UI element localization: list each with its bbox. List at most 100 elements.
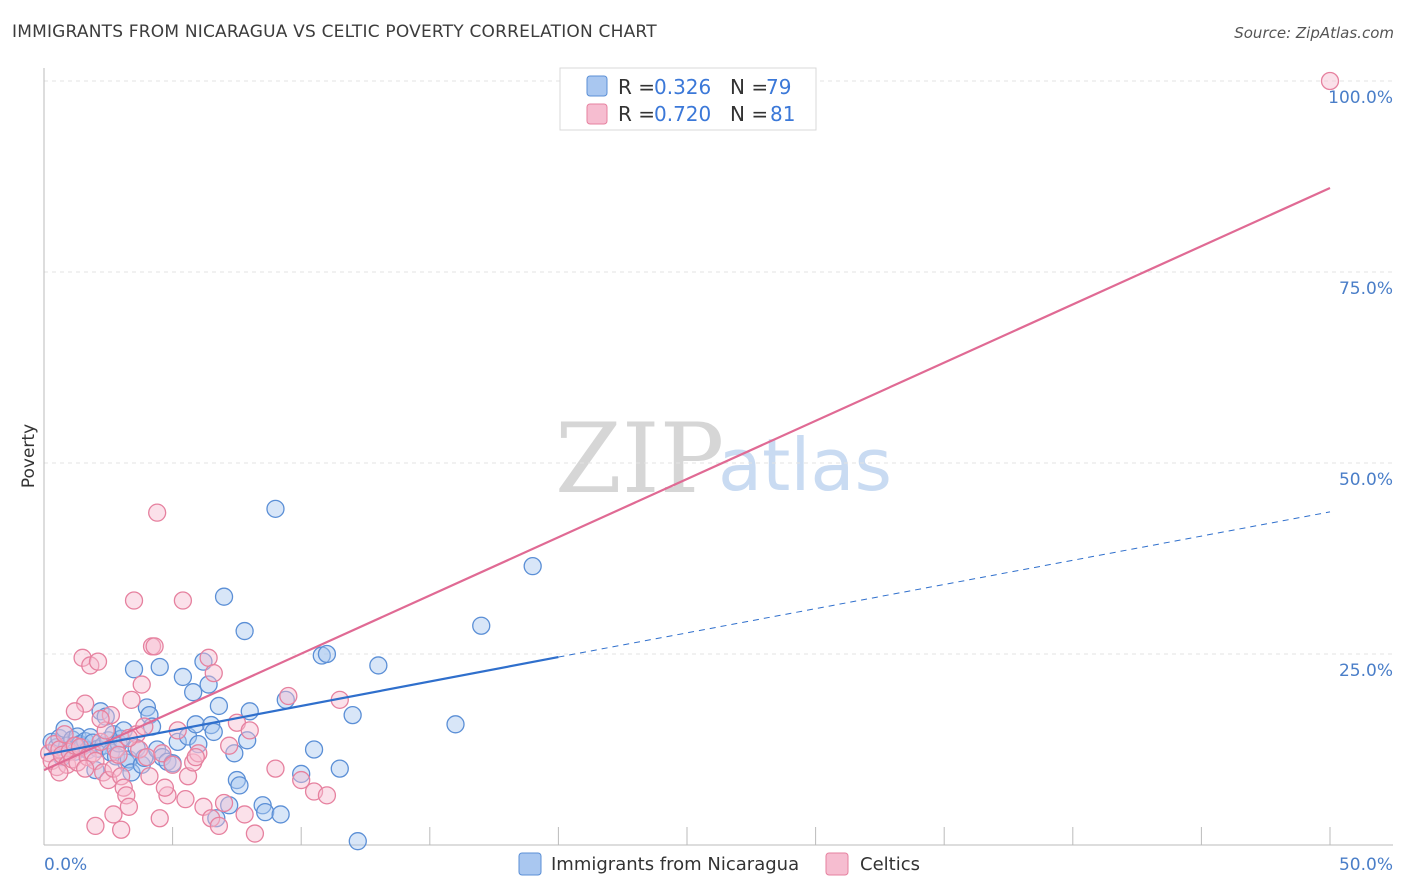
celtics-point-6 [55, 725, 74, 744]
bottom-legend-label-celtics: Celtics [860, 854, 920, 875]
celtics-point-31 [119, 797, 139, 816]
celtics-point-80 [1320, 71, 1340, 91]
nicaragua-point-67 [292, 764, 311, 784]
stats-legend: R = 0.326 N = 79 R = 0.720 N = 81 [559, 67, 817, 131]
celtics-point-62 [245, 824, 265, 843]
nicaragua-point-73 [348, 832, 367, 851]
bottom-legend-swatch-celtics [825, 852, 849, 876]
nicaragua-trend-line [43, 655, 559, 756]
celtics-point-50 [178, 767, 198, 786]
nicaragua-point-75 [446, 715, 465, 734]
y-tick-label-25: 25.0% [1339, 661, 1393, 681]
celtics-point-14 [76, 694, 95, 713]
nicaragua-point-30 [124, 660, 144, 679]
nicaragua-point-54 [214, 587, 234, 606]
celtics-point-35 [130, 740, 149, 759]
celtics-point-59 [220, 736, 239, 755]
nicaragua-point-64 [266, 499, 285, 518]
celtics-point-30 [117, 786, 136, 805]
celtics-point-79 [235, 805, 254, 824]
celtics-point-42 [148, 503, 167, 522]
celtics-point-78 [186, 747, 205, 767]
celtics-point-64 [279, 686, 298, 706]
nicaragua-point-70 [317, 644, 337, 664]
celtics-point-39 [140, 767, 159, 786]
chart-title: IMMIGRANTS FROM NICARAGUA VS CELTIC POVE… [12, 22, 657, 42]
celtics-point-28 [112, 767, 131, 786]
nicaragua-point-17 [91, 702, 110, 721]
celtics-point-56 [204, 663, 223, 683]
nicaragua-point-77 [523, 556, 542, 576]
celtics-point-32 [122, 690, 141, 709]
celtics-point-41 [145, 637, 164, 656]
celtics-point-67 [317, 786, 337, 805]
celtics-point-25 [104, 759, 123, 778]
y-tick-label-100: 100.0% [1328, 88, 1393, 108]
nicaragua-trend-extension [558, 511, 1331, 658]
legend-n-label-blue: N = [730, 75, 768, 99]
celtics-point-74 [76, 759, 95, 778]
celtics-point-71 [91, 709, 110, 729]
celtics-point-43 [150, 809, 169, 828]
celtics-point-24 [101, 705, 121, 725]
y-tick-labels: 25.0% 50.0% 75.0% 100.0% [1328, 88, 1393, 681]
axes [43, 68, 1393, 846]
y-tick-label-50: 50.0% [1339, 470, 1393, 490]
trend-lines [43, 186, 1331, 772]
celtics-point-70 [112, 820, 131, 839]
celtics-point-36 [132, 675, 151, 694]
celtics-point-27 [109, 745, 128, 764]
nicaragua-point-58 [230, 776, 249, 795]
nicaragua-point-71 [330, 759, 349, 778]
celtics-point-69 [86, 816, 105, 836]
watermark-zip: ZIP [555, 403, 724, 515]
nicaragua-point-68 [304, 740, 324, 759]
legend-r-value-pink: 0.720 [654, 102, 711, 126]
nicaragua-point-51 [204, 722, 223, 742]
legend-r-label-pink: R = [618, 102, 655, 126]
bottom-legend-swatch-nicaragua [518, 852, 542, 876]
celtics-point-46 [163, 755, 182, 774]
celtics-point-49 [176, 790, 195, 809]
y-tick-label-75: 75.0% [1339, 279, 1393, 299]
legend-n-value-blue: 79 [766, 75, 791, 99]
nicaragua-point-74 [369, 656, 388, 675]
celtics-trend-line [43, 186, 1331, 772]
celtics-point-61 [240, 721, 259, 740]
celtics-point-33 [124, 591, 144, 610]
nicaragua-point-45 [184, 683, 203, 702]
celtics-point-76 [155, 778, 175, 797]
x-tick-label-50: 50.0% [1339, 855, 1393, 875]
celtics-point-65 [292, 770, 311, 790]
nicaragua-point-43 [173, 667, 193, 687]
nicaragua-point-53 [209, 696, 229, 716]
nicaragua-point-49 [199, 675, 218, 694]
grid-lines [44, 80, 1393, 655]
nicaragua-point-59 [235, 621, 254, 641]
legend-n-value-pink: 81 [770, 102, 795, 126]
celtics-point-38 [137, 747, 157, 767]
celtics-point-54 [199, 648, 218, 667]
legend-swatch-pink [586, 103, 608, 125]
celtics-point-63 [266, 759, 285, 778]
series-celtics-points [39, 71, 1340, 843]
celtics-point-19 [88, 652, 108, 671]
legend-r-label-blue: R = [618, 75, 655, 99]
source-label: Source: ZipAtlas.com [1234, 24, 1394, 42]
series-legend: Immigrants from Nicaragua Celtics [518, 852, 920, 876]
celtics-point-58 [214, 793, 234, 813]
y-axis-label: Poverty [19, 424, 39, 488]
celtics-point-55 [202, 809, 221, 828]
legend-swatch-blue [586, 75, 608, 97]
legend-r-value-blue: 0.326 [654, 75, 711, 99]
celtics-point-75 [104, 805, 123, 824]
celtics-point-57 [209, 816, 229, 836]
nicaragua-point-63 [256, 802, 275, 822]
nicaragua-point-76 [472, 616, 491, 635]
x-tick-label-0: 0.0% [44, 855, 87, 875]
nicaragua-point-65 [271, 805, 290, 824]
celtics-point-72 [65, 702, 85, 721]
watermark-atlas: atlas [718, 423, 892, 507]
nicaragua-point-38 [150, 657, 169, 677]
nicaragua-point-29 [122, 763, 141, 782]
